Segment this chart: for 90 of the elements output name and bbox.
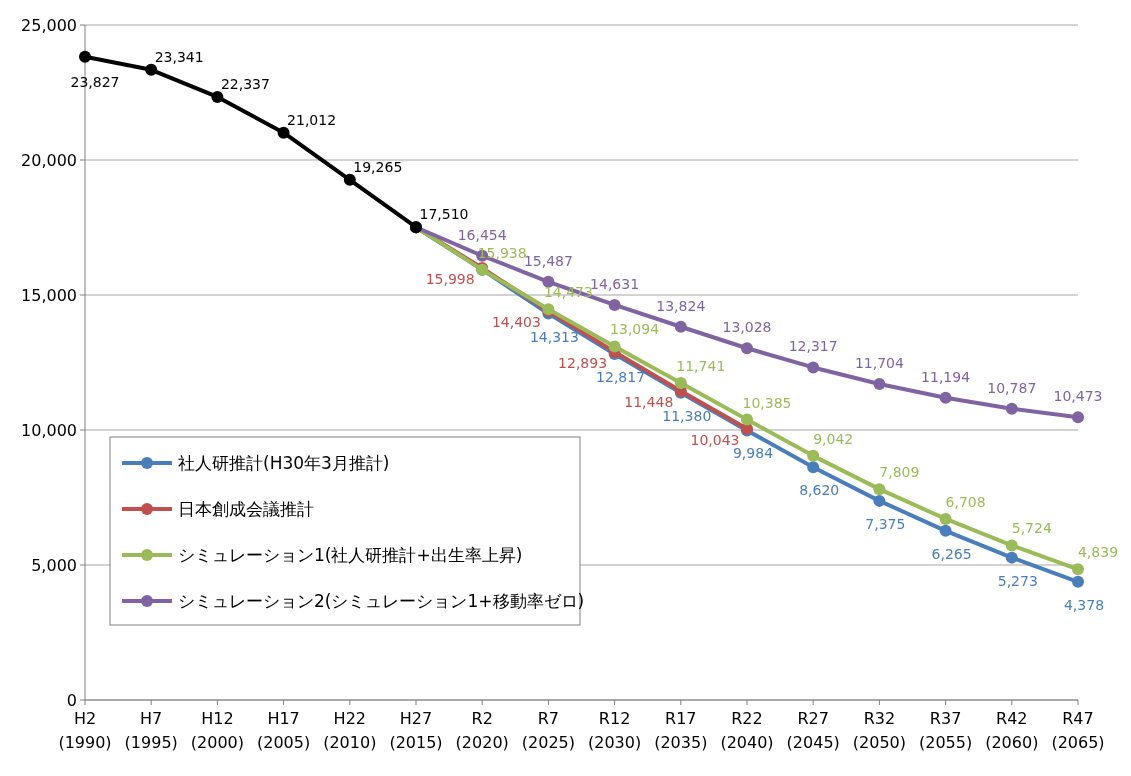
data-label: 12,893 <box>558 354 608 371</box>
point <box>873 377 886 390</box>
data-label: 6,708 <box>945 493 986 510</box>
data-label: 14,313 <box>529 328 579 345</box>
data-label: 11,704 <box>854 354 904 371</box>
data-label: 19,265 <box>353 158 403 175</box>
data-label: 13,028 <box>722 319 772 336</box>
legend-label: シミュレーション1(社人研推計+出生率上昇) <box>178 545 523 565</box>
x-tick-label: R37 (2055) <box>919 709 973 752</box>
point <box>741 342 753 355</box>
point <box>608 298 621 311</box>
x-tick-label: R42 (2060) <box>985 709 1039 752</box>
point <box>807 449 820 462</box>
data-label: 7,375 <box>865 515 906 532</box>
point <box>674 320 687 333</box>
data-label: 9,042 <box>813 430 854 447</box>
data-label: 12,317 <box>788 338 838 355</box>
y-tick-label: 25,000 <box>21 16 77 35</box>
data-label: 10,043 <box>690 431 740 448</box>
y-tick-label: 0 <box>66 691 77 710</box>
data-label: 10,473 <box>1053 388 1103 405</box>
data-label: 6,265 <box>931 545 972 562</box>
data-label: 15,998 <box>425 271 475 288</box>
data-label: 9,984 <box>732 445 774 462</box>
point <box>741 413 753 426</box>
point <box>343 173 356 186</box>
data-label: 10,787 <box>987 379 1037 396</box>
x-tick-label: R12 (2030) <box>588 709 642 752</box>
x-tick-label: R32 (2050) <box>852 709 906 752</box>
data-label: 23,341 <box>154 48 204 65</box>
point <box>542 275 555 288</box>
data-label: 8,620 <box>799 482 840 499</box>
point <box>939 391 952 404</box>
data-label: 22,337 <box>220 75 270 92</box>
x-tick-label: H12 (2000) <box>190 709 244 752</box>
y-tick-label: 10,000 <box>21 421 77 440</box>
data-label: 7,809 <box>879 464 920 481</box>
point <box>1072 575 1084 588</box>
x-tick-label: R17 (2035) <box>654 709 708 752</box>
y-tick-label: 5,000 <box>31 556 77 575</box>
x-tick-label: H17 (2005) <box>257 709 311 752</box>
point <box>674 376 687 389</box>
data-label: 4,378 <box>1063 596 1105 613</box>
data-label: 11,741 <box>676 357 726 374</box>
data-label: 17,510 <box>419 206 469 223</box>
x-tick-label: H27 (2015) <box>389 709 443 752</box>
point <box>1005 539 1018 552</box>
legend-label: 社人研推計(H30年3月推計) <box>178 453 390 473</box>
data-label: 11,194 <box>921 368 971 385</box>
data-label: 23,827 <box>70 73 120 90</box>
x-tick-label: R7 (2025) <box>521 709 575 752</box>
point <box>939 512 952 525</box>
legend-label: シミュレーション2(シミュレーション1+移動率ゼロ) <box>178 591 585 611</box>
data-label: 14,631 <box>590 275 640 292</box>
y-tick-label: 15,000 <box>21 286 77 305</box>
point <box>277 126 290 139</box>
point <box>807 461 820 474</box>
data-label: 4,839 <box>1077 544 1119 561</box>
data-label: 11,380 <box>662 407 712 424</box>
point <box>145 63 158 76</box>
data-label: 16,454 <box>457 226 507 243</box>
point <box>608 340 621 353</box>
data-label: 21,012 <box>287 111 337 128</box>
x-tick-label: R22 (2040) <box>720 709 774 752</box>
point <box>1005 402 1018 415</box>
point <box>807 361 820 374</box>
point <box>873 483 886 496</box>
data-label: 11,448 <box>624 393 674 410</box>
x-tick-label: H7 (1995) <box>124 709 178 752</box>
data-label: 14,403 <box>491 314 541 331</box>
x-tick-label: R27 (2045) <box>786 709 840 752</box>
data-label: 5,273 <box>997 572 1038 589</box>
y-tick-label: 20,000 <box>21 151 77 170</box>
data-label: 10,385 <box>742 394 792 411</box>
data-label: 13,094 <box>610 321 660 338</box>
point <box>939 524 952 537</box>
point <box>1072 563 1084 576</box>
data-label: 12,817 <box>596 368 646 385</box>
x-tick-label: H2 (1990) <box>58 709 112 752</box>
x-tick-label: R47 (2065) <box>1051 709 1105 752</box>
x-tick-label: R2 (2020) <box>455 709 509 752</box>
x-tick-label: H22 (2010) <box>323 709 377 752</box>
point <box>873 494 886 507</box>
data-label: 5,724 <box>1011 520 1052 537</box>
legend-label: 日本創成会議推計 <box>178 499 314 519</box>
point <box>211 90 224 103</box>
point <box>1005 551 1018 564</box>
data-label: 13,824 <box>656 297 706 314</box>
point <box>1072 411 1084 424</box>
point <box>79 50 91 63</box>
